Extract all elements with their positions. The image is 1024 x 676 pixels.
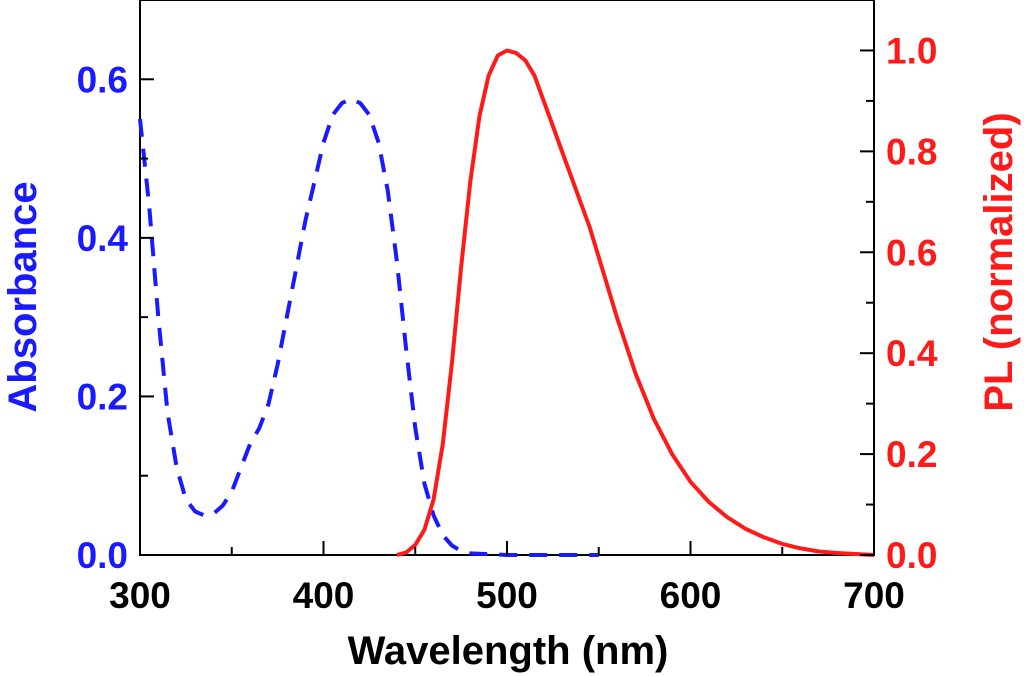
left-y-tick-label: 0.0 xyxy=(77,535,128,576)
x-tick-label: 600 xyxy=(660,575,722,616)
x-axis-title: Wavelength (nm) xyxy=(348,629,669,673)
right-y-tick-label: 1.0 xyxy=(886,30,937,71)
x-tick-label: 300 xyxy=(109,575,171,616)
right-y-tick-label: 0.2 xyxy=(886,434,937,475)
x-tick-label: 700 xyxy=(843,575,905,616)
left-y-tick-label: 0.4 xyxy=(77,218,129,259)
left-y-axis-title: Absorbance xyxy=(1,181,45,412)
right-y-tick-label: 0.6 xyxy=(886,232,937,273)
right-y-tick-label: 0.8 xyxy=(886,131,937,172)
x-tick-label: 500 xyxy=(476,575,538,616)
plot-frame xyxy=(139,0,875,556)
right-y-tick-label: 0.0 xyxy=(886,535,937,576)
left-y-tick-label: 0.2 xyxy=(77,376,128,417)
absorbance-line xyxy=(138,97,599,557)
left-y-tick-label: 0.6 xyxy=(77,59,128,100)
right-y-tick-label: 0.4 xyxy=(886,333,938,374)
pl-line xyxy=(396,48,875,557)
right-y-axis-title: PL (normalized) xyxy=(977,112,1021,411)
x-tick-label: 400 xyxy=(293,575,355,616)
